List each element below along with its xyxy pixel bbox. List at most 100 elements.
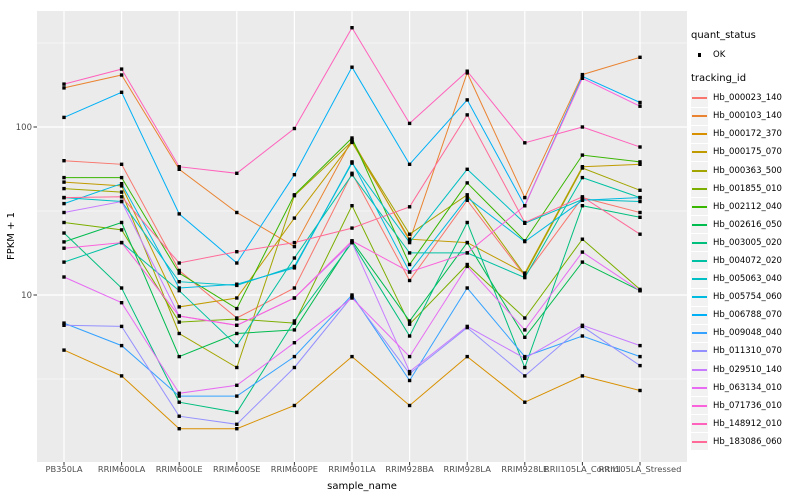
legend-item-Hb_004072_020: Hb_004072_020 [691, 252, 799, 270]
data-point [119, 286, 124, 290]
gridlines [37, 11, 687, 462]
data-point [580, 195, 585, 199]
expression-line-chart: PB350LA RRIM600LA RRIM600LE RRIM600SE RRIM60… [6, 11, 687, 492]
data-point [62, 195, 66, 200]
x-tick-label: PB350LA [45, 464, 82, 474]
data-point [580, 323, 585, 327]
data-point [292, 403, 297, 408]
data-point [523, 220, 527, 225]
data-point [292, 354, 297, 359]
data-point [177, 271, 181, 275]
data-point [407, 334, 412, 338]
legend-item-Hb_000363_500: Hb_000363_500 [691, 161, 799, 180]
data-point [465, 286, 469, 290]
data-point [292, 328, 297, 332]
legend-key-line-icon [691, 270, 708, 288]
data-point [580, 166, 585, 170]
data-point [119, 220, 124, 225]
data-point [292, 296, 297, 300]
data-point [235, 394, 239, 398]
data-point [119, 73, 124, 77]
data-point [62, 201, 66, 206]
data-point [580, 204, 585, 208]
legend-key-line-icon [691, 162, 708, 180]
data-point [638, 160, 642, 164]
data-point [235, 261, 239, 265]
legend: quant_status OK tracking_id Hb_000023_14… [691, 30, 799, 451]
legend-item-label: Hb_183086_060 [713, 436, 782, 447]
x-tick-label: RRIM600LA [98, 464, 146, 474]
data-point [62, 246, 66, 250]
legend-key-line-icon [691, 125, 708, 143]
data-point [523, 374, 527, 378]
data-point [465, 354, 469, 359]
data-point [638, 104, 642, 108]
plot-panel [37, 11, 687, 462]
data-point [407, 240, 412, 245]
data-point [177, 261, 181, 265]
legend-item-Hb_063134_010: Hb_063134_010 [691, 379, 799, 397]
data-point [177, 212, 181, 216]
data-point [235, 296, 239, 300]
data-point [235, 210, 239, 215]
data-point [407, 278, 412, 283]
legend-item-Hb_000175_070: Hb_000175_070 [691, 143, 799, 161]
data-point [350, 239, 354, 243]
data-point [465, 181, 469, 185]
data-point [350, 226, 354, 230]
data-point [62, 260, 66, 264]
data-point [523, 273, 527, 277]
legend-item-Hb_000023_140: Hb_000023_140 [691, 89, 799, 107]
data-point [638, 199, 642, 204]
legend-item-label: Hb_002112_040 [713, 201, 782, 212]
legend-key-line-icon [691, 361, 708, 379]
legend-item-Hb_000103_140: Hb_000103_140 [691, 107, 799, 125]
data-point [407, 378, 412, 383]
data-point [235, 365, 239, 370]
data-point [523, 400, 527, 404]
data-point [580, 237, 585, 241]
data-point [523, 316, 527, 320]
data-point [350, 160, 354, 164]
data-point [235, 171, 239, 175]
data-point [292, 365, 297, 370]
legend-key-line-icon [691, 342, 708, 360]
data-point [119, 175, 124, 180]
data-point [523, 239, 527, 244]
data-point [177, 314, 181, 318]
legend-item-Hb_183086_060: Hb_183086_060 [691, 433, 799, 451]
data-point [177, 391, 181, 395]
data-point [119, 228, 124, 232]
data-point [62, 86, 66, 90]
data-point [292, 193, 297, 197]
quant-status-legend-title: quant_status [691, 30, 756, 41]
data-point [292, 319, 297, 323]
data-point [292, 286, 297, 290]
data-point [235, 427, 239, 431]
data-point [177, 320, 181, 324]
data-point [235, 250, 239, 254]
legend-item-Hb_071736_010: Hb_071736_010 [691, 397, 799, 415]
data-points [62, 26, 642, 431]
data-point [119, 374, 124, 378]
data-point [62, 159, 66, 163]
data-point [407, 354, 412, 359]
legend-item-Hb_006788_070: Hb_006788_070 [691, 306, 799, 324]
data-point [292, 244, 297, 249]
data-point [523, 195, 527, 200]
x-tick-label: RRII105LA_Control [544, 464, 621, 474]
legend-item-label: Hb_003005_020 [713, 237, 782, 248]
x-tick-label: RRIM600SE [213, 464, 260, 474]
legend-item-Hb_002616_050: Hb_002616_050 [691, 216, 799, 234]
legend-key-line-icon [691, 288, 708, 306]
data-point [350, 65, 354, 69]
legend-item-label: Hb_006788_070 [713, 310, 782, 321]
legend-item-Hb_000172_370: Hb_000172_370 [691, 125, 799, 143]
x-tick-label: RRIM928BA [385, 464, 434, 474]
data-point [62, 210, 66, 215]
y-tick-label-100: 100 [16, 123, 32, 133]
data-point [62, 180, 66, 184]
legend-key-line-icon [691, 324, 708, 342]
legend-item-Hb_002112_040: Hb_002112_040 [691, 198, 799, 216]
data-point [177, 280, 181, 284]
